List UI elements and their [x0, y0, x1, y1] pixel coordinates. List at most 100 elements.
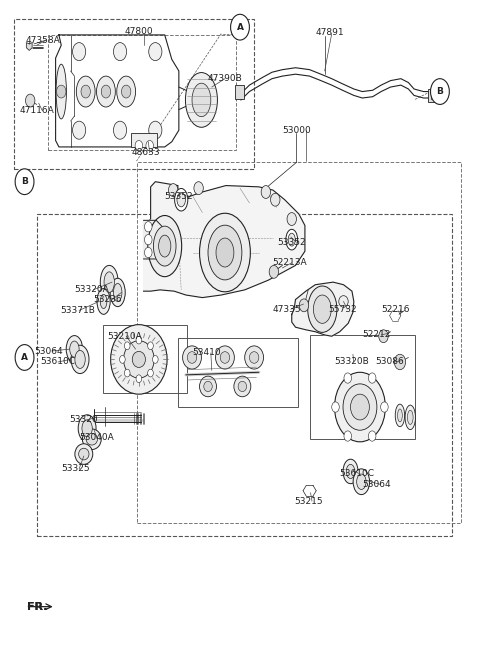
Ellipse shape [395, 404, 405, 426]
Bar [310, 335, 416, 440]
Ellipse shape [79, 448, 89, 460]
Circle shape [144, 235, 152, 245]
Bar [131, 133, 157, 147]
Circle shape [120, 355, 125, 363]
Ellipse shape [286, 229, 298, 250]
Circle shape [149, 121, 162, 139]
Circle shape [261, 185, 271, 198]
Ellipse shape [313, 295, 331, 323]
Circle shape [271, 193, 280, 206]
Bar [431, 91, 439, 99]
Circle shape [344, 373, 351, 383]
Ellipse shape [97, 288, 110, 314]
Circle shape [144, 221, 152, 232]
Text: 53320: 53320 [70, 415, 98, 424]
Ellipse shape [110, 279, 125, 307]
Circle shape [57, 85, 66, 98]
Ellipse shape [208, 225, 242, 280]
Ellipse shape [245, 346, 264, 369]
Ellipse shape [397, 409, 402, 422]
Ellipse shape [250, 351, 259, 363]
Ellipse shape [100, 294, 107, 309]
Bar [14, 20, 254, 169]
Circle shape [25, 94, 35, 107]
Circle shape [113, 43, 127, 60]
Ellipse shape [408, 410, 413, 424]
Text: 53352: 53352 [277, 238, 306, 247]
Text: 47116A: 47116A [20, 106, 55, 116]
Circle shape [72, 43, 86, 60]
Text: 53086: 53086 [375, 357, 404, 367]
Text: 47800: 47800 [125, 26, 154, 35]
Circle shape [269, 265, 278, 279]
Circle shape [332, 402, 339, 412]
Ellipse shape [113, 283, 122, 302]
Text: 53371B: 53371B [60, 306, 95, 315]
Text: 53610C: 53610C [40, 357, 75, 367]
Circle shape [15, 169, 34, 194]
Text: 53000: 53000 [282, 125, 311, 135]
Text: 53064: 53064 [34, 346, 62, 355]
Text: 48633: 48633 [132, 148, 160, 157]
Text: 53040A: 53040A [79, 434, 114, 442]
Circle shape [230, 14, 250, 40]
Text: 53610C: 53610C [340, 469, 375, 478]
Circle shape [194, 182, 204, 194]
Ellipse shape [350, 394, 370, 420]
Ellipse shape [204, 381, 212, 392]
Text: 53325: 53325 [61, 464, 90, 473]
Circle shape [101, 85, 110, 98]
Polygon shape [292, 282, 354, 336]
Ellipse shape [308, 286, 337, 332]
Ellipse shape [82, 420, 92, 437]
Text: 47390B: 47390B [207, 74, 242, 83]
Ellipse shape [182, 346, 202, 369]
Text: 53064: 53064 [362, 480, 391, 489]
Circle shape [168, 184, 178, 196]
Ellipse shape [75, 350, 85, 369]
Circle shape [379, 330, 388, 343]
Ellipse shape [86, 434, 97, 445]
Bar [136, 162, 461, 523]
Text: 53215: 53215 [294, 497, 323, 505]
Text: 53352: 53352 [165, 192, 193, 201]
Circle shape [153, 355, 158, 363]
Ellipse shape [185, 72, 217, 127]
Text: B: B [436, 87, 444, 96]
Ellipse shape [148, 215, 181, 277]
Bar [37, 214, 452, 536]
Circle shape [72, 121, 86, 139]
Text: 47358A: 47358A [26, 35, 60, 45]
Ellipse shape [200, 214, 251, 292]
Circle shape [136, 336, 142, 344]
Ellipse shape [335, 373, 385, 442]
Ellipse shape [123, 341, 154, 378]
Bar [235, 85, 244, 99]
Circle shape [146, 141, 154, 151]
Circle shape [149, 43, 162, 60]
Ellipse shape [339, 296, 348, 307]
Circle shape [381, 402, 388, 412]
Polygon shape [26, 43, 32, 51]
Circle shape [113, 121, 127, 139]
Ellipse shape [200, 376, 216, 397]
Ellipse shape [100, 265, 118, 299]
Ellipse shape [346, 464, 355, 478]
Circle shape [144, 248, 152, 258]
Circle shape [81, 85, 90, 98]
Text: 53320B: 53320B [334, 357, 369, 367]
Text: 53210A: 53210A [108, 332, 142, 341]
Circle shape [287, 213, 297, 225]
Ellipse shape [66, 336, 83, 363]
Text: 52216: 52216 [381, 305, 409, 313]
Bar [103, 325, 187, 393]
Ellipse shape [83, 429, 101, 449]
Circle shape [15, 345, 34, 371]
Bar [428, 89, 440, 102]
Bar [48, 35, 236, 150]
Circle shape [124, 342, 130, 350]
Ellipse shape [353, 469, 370, 495]
Circle shape [124, 369, 130, 377]
Ellipse shape [154, 226, 176, 266]
Polygon shape [144, 182, 305, 298]
